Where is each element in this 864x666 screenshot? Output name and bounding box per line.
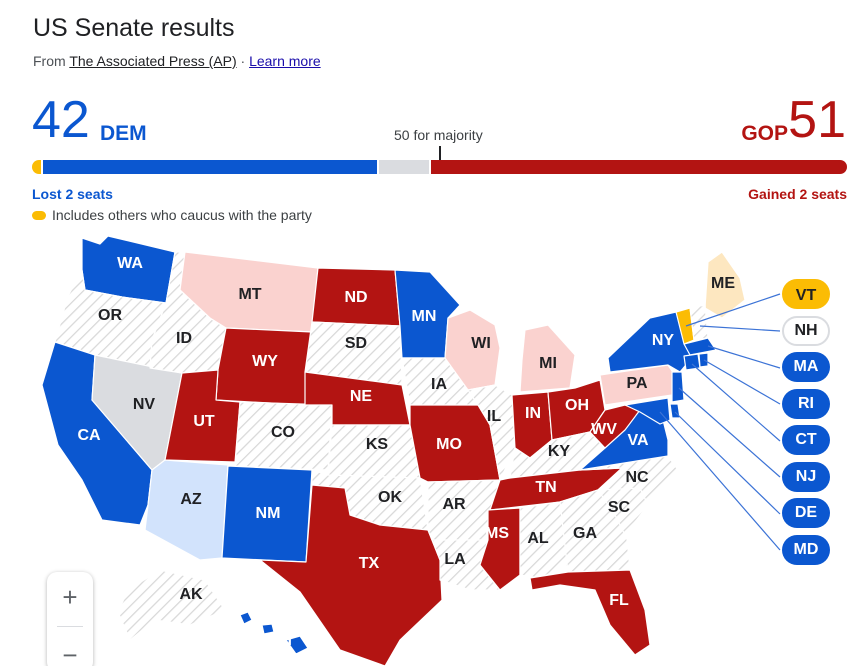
gop-seat-change: Gained 2 seats [748,186,847,202]
small-state-vt[interactable]: VT [782,279,830,309]
state-label-tx: TX [359,555,380,572]
independent-legend-swatch [32,211,46,220]
state-ma[interactable] [683,337,717,356]
state-label-pa: PA [626,375,647,392]
leader-de [674,411,781,515]
zoom-in-button[interactable]: + [62,582,78,612]
small-state-ri[interactable]: RI [782,389,830,419]
state-ri[interactable] [698,352,709,368]
state-ak[interactable] [117,569,226,641]
seat-bar [32,160,847,174]
dem-seat-change: Lost 2 seats [32,186,113,202]
small-state-nh[interactable]: NH [782,316,830,346]
state-label-ut: UT [193,413,215,430]
state-label-mi: MI [539,355,557,372]
state-label-me: ME [711,275,735,292]
state-fl[interactable] [529,569,651,656]
state-label-in: IN [525,405,541,422]
state-label-ks: KS [366,436,389,453]
state-label-sd: SD [345,335,367,352]
small-state-ct[interactable]: CT [782,425,830,455]
state-ct[interactable] [683,353,701,371]
state-label-wv: WV [591,421,617,438]
state-label-la: LA [444,551,466,568]
state-label-ga: GA [573,525,597,542]
leader-nh [699,325,781,332]
small-state-ma[interactable]: MA [782,352,830,382]
state-label-mn: MN [412,308,437,325]
state-label-ia: IA [431,376,447,393]
majority-label: 50 for majority [394,127,483,143]
leader-ma [707,345,781,369]
state-label-fl: FL [609,592,629,609]
seat-bar-independent-dem [32,160,41,174]
map-zoom-control: + − [47,572,93,666]
source-prefix: From [33,53,70,69]
state-md[interactable] [624,397,671,425]
seat-bar-gop [431,160,847,174]
zoom-divider [57,626,83,627]
state-label-ca: CA [77,427,101,444]
state-nj[interactable] [671,371,685,403]
state-label-mt: MT [238,286,261,303]
state-label-id: ID [176,330,192,347]
state-label-ar: AR [442,496,466,513]
state-label-ok: OK [378,489,402,506]
state-label-sc: SC [608,499,631,516]
state-hi[interactable] [239,611,309,655]
leader-nj [678,387,781,478]
leader-ri [703,359,781,405]
leader-ct [691,363,781,442]
state-nc[interactable] [579,455,679,506]
gop-label: GOP [741,122,788,145]
state-label-ms: MS [485,525,509,542]
state-label-or: OR [98,307,122,324]
state-il[interactable] [467,384,516,481]
state-label-co: CO [271,424,295,441]
leader-vt [685,293,781,327]
page-title: US Senate results [33,14,235,42]
state-label-hi: HI [276,632,292,649]
zoom-out-button[interactable]: − [62,640,78,666]
state-label-wi: WI [471,335,491,352]
state-label-nv: NV [133,396,156,413]
source-line: From The Associated Press (AP) · Learn m… [33,53,321,69]
learn-more-link[interactable]: Learn more [249,53,321,69]
state-label-wa: WA [117,255,143,272]
source-separator: · [236,53,250,69]
state-label-ky: KY [548,443,571,460]
leader-md [659,411,781,551]
state-label-wy: WY [252,353,278,370]
state-al[interactable] [519,501,569,579]
us-map[interactable]: WA OR CA NV ID MT WY UT AZ CO NM ND SD N… [0,228,864,666]
state-label-il: IL [487,408,501,425]
dem-seat-count: 42 [32,91,90,149]
gop-seat-count: 51 [788,91,846,149]
small-state-nj[interactable]: NJ [782,462,830,492]
state-label-ne: NE [350,388,373,405]
state-label-va: VA [627,432,648,449]
seat-bar-dem [43,160,377,174]
small-state-de[interactable]: DE [782,498,830,528]
state-mi[interactable] [519,324,576,393]
seat-bar-uncalled [379,160,429,174]
source-link[interactable]: The Associated Press (AP) [69,53,237,69]
state-label-mo: MO [436,436,462,453]
dem-label: DEM [100,122,147,145]
state-label-tn: TN [535,479,556,496]
state-label-nm: NM [256,505,281,522]
state-label-az: AZ [180,491,202,508]
independent-legend-text: Includes others who caucus with the part… [52,207,312,223]
state-label-ny: NY [652,332,675,349]
state-label-al: AL [527,530,549,547]
state-label-nd: ND [344,289,367,306]
state-az[interactable] [144,459,229,561]
small-state-md[interactable]: MD [782,535,830,565]
state-label-oh: OH [565,397,589,414]
state-tx[interactable] [259,484,443,666]
state-label-ak: AK [179,586,203,603]
state-label-nc: NC [625,469,649,486]
state-wi[interactable] [444,309,501,391]
